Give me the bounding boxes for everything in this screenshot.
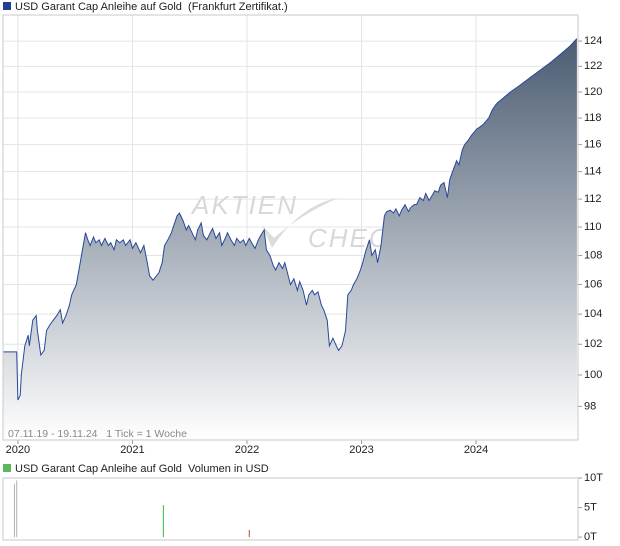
volume-bar xyxy=(162,505,164,538)
y-tick-label: 124 xyxy=(584,35,602,47)
volume-panel: 0T 5T 10T xyxy=(13,472,603,543)
y-tick-label: 98 xyxy=(584,400,596,412)
y-tick-label: 122 xyxy=(584,60,602,72)
x-tick-label: 2023 xyxy=(349,444,373,456)
y-tick-label: 108 xyxy=(584,249,602,261)
y-tick-label: 118 xyxy=(584,112,602,124)
y-tick-label: 102 xyxy=(584,338,602,350)
legend-marker xyxy=(3,464,11,472)
x-tick-label: 2022 xyxy=(235,444,259,456)
x-tick-label: 2021 xyxy=(120,444,144,456)
legend-marker xyxy=(3,2,11,10)
line xyxy=(3,38,578,401)
y-tick-label: 104 xyxy=(584,308,602,320)
annotation: 07.11.19 - 19.11.24 1 Tick = 1 Woche xyxy=(8,428,187,440)
x-tick-label: 2024 xyxy=(464,444,488,456)
y-tick-label: 5T xyxy=(584,501,597,513)
volume-bar xyxy=(16,480,18,538)
legend-title: USD Garant Cap Anleihe auf Gold (Frankfu… xyxy=(15,1,288,13)
x-tick-label: 2020 xyxy=(6,444,30,456)
y-tick-label: 114 xyxy=(584,166,602,178)
volume-bar xyxy=(248,529,250,538)
price-panel: 98 100 102 104 106 108 110 112 114 116 118 120 122 12… xyxy=(3,15,602,456)
volume-bar xyxy=(13,483,15,538)
y-tick-label: 100 xyxy=(584,369,602,381)
y-tick-label: 120 xyxy=(584,86,602,98)
area xyxy=(3,38,577,440)
y-tick-label: 10T xyxy=(584,472,603,484)
plot-frame xyxy=(2,14,579,441)
legend-title: USD Garant Cap Anleihe auf Gold Volumen … xyxy=(15,463,269,475)
volume-frame xyxy=(2,477,579,541)
watermark-text: AKTIEN xyxy=(190,190,298,220)
y-tick-label: 116 xyxy=(584,139,602,151)
y-tick-label: 106 xyxy=(584,278,602,290)
y-tick-label: 0T xyxy=(584,531,597,543)
y-tick-label: 110 xyxy=(584,221,602,233)
y-tick-label: 112 xyxy=(584,193,602,205)
